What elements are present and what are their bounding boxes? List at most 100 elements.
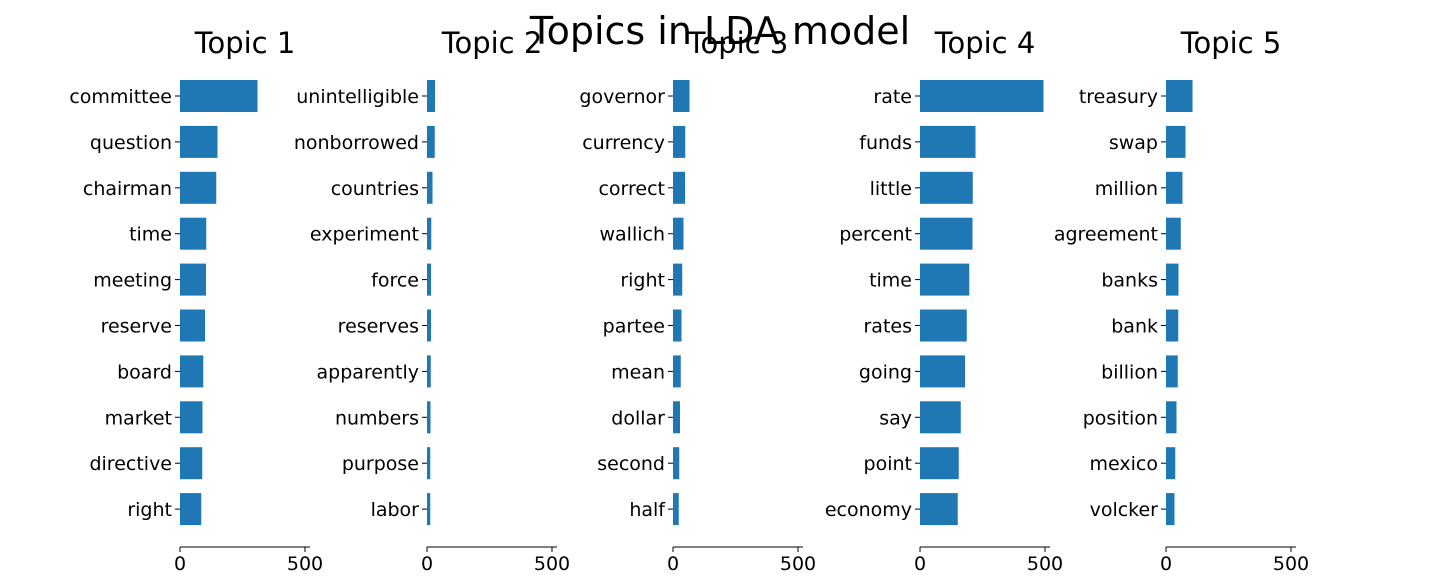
subplot-title: Topic 4 [934,26,1036,60]
y-tick-label: correct [598,178,665,200]
subplot-title: Topic 3 [687,26,789,60]
bar [427,125,435,158]
bar [180,447,203,480]
bar [920,80,1044,112]
y-tick-label: million [1095,178,1158,200]
bar [1166,125,1186,158]
x-tick-label: 500 [534,553,570,575]
bar [1166,401,1177,434]
bar [180,217,207,250]
topic-subplot-3: Topic 3 governor currency correct wallich rig… [579,26,816,575]
bar [427,309,431,342]
subplot-title: Topic 1 [194,26,296,60]
y-tick-label: reserve [101,316,172,338]
y-tick-label: chairman [83,178,172,200]
bar [920,493,958,526]
bar [427,447,431,480]
bar [920,125,976,158]
bar [1166,309,1179,342]
y-tick-label: time [869,270,912,292]
subplot-panels: Topic 1 committee question chairman time meet… [69,26,1309,575]
y-tick-label: point [864,453,912,475]
bar [180,171,217,204]
y-tick-label: purpose [342,453,419,475]
bar [673,493,679,526]
y-tick-label: apparently [316,361,419,383]
bar [1166,80,1193,112]
bar [180,80,258,112]
y-tick-label: nonborrowed [294,132,419,154]
y-tick-label: banks [1101,270,1158,292]
topic-subplot-2: Topic 2 unintelligible nonborrowed countrie… [294,26,570,575]
bar [920,263,970,296]
y-tick-label: right [127,499,172,521]
y-tick-label: directive [89,453,172,475]
bar [920,447,959,480]
x-tick-label: 500 [287,553,323,575]
bar [427,263,431,296]
bar [673,401,680,434]
y-tick-label: say [879,407,912,429]
subplot-title: Topic 5 [1180,26,1282,60]
bar [1166,355,1178,388]
y-tick-label: funds [859,132,912,154]
y-tick-label: question [90,132,172,154]
x-tick-label: 0 [914,553,926,575]
x-tick-label: 500 [780,553,816,575]
y-tick-label: wallich [599,224,665,246]
y-tick-label: position [1083,407,1158,429]
y-tick-label: market [105,407,172,429]
bar [920,217,973,250]
y-tick-label: currency [582,132,665,154]
x-tick-label: 500 [1273,553,1309,575]
topic-subplot-5: Topic 5 treasury swap million agreement banks… [1054,26,1309,575]
y-tick-label: force [371,270,419,292]
y-tick-label: going [859,361,912,383]
y-tick-label: time [129,224,172,246]
y-tick-label: swap [1109,132,1158,154]
bar [180,263,206,296]
bar [427,217,432,250]
y-tick-label: billion [1101,361,1158,383]
bar [673,171,685,204]
x-tick-label: 0 [1160,553,1172,575]
bar [180,401,203,434]
bar [673,80,690,112]
y-tick-label: reserves [338,316,419,338]
y-tick-label: economy [825,499,912,521]
y-tick-label: meeting [93,270,172,292]
y-tick-label: governor [579,86,665,108]
bar [920,171,973,204]
y-tick-label: treasury [1079,86,1158,108]
bar [920,309,967,342]
y-tick-label: percent [839,224,912,246]
bar [1166,493,1175,526]
y-tick-label: experiment [310,224,419,246]
bar [1166,447,1176,480]
figure-title: Topics in LDA model [529,9,910,53]
y-tick-label: countries [331,178,419,200]
x-tick-label: 0 [667,553,679,575]
bar [180,493,202,526]
y-tick-label: bank [1111,316,1158,338]
topic-subplot-1: Topic 1 committee question chairman time meet… [69,26,323,575]
bar [920,401,961,434]
y-tick-label: labor [371,499,420,521]
bar [180,309,205,342]
bar [180,125,218,158]
subplot-title: Topic 2 [441,26,543,60]
bar [920,355,965,388]
bar [180,355,204,388]
bar [427,171,433,204]
y-tick-label: board [117,361,172,383]
y-tick-label: unintelligible [296,86,419,108]
y-tick-label: mean [611,361,665,383]
bar [673,125,686,158]
y-tick-label: numbers [335,407,419,429]
y-tick-label: rates [864,316,913,338]
y-tick-label: mexico [1090,453,1158,475]
y-tick-label: committee [69,86,172,108]
bar [673,355,681,388]
topic-subplot-4: Topic 4 rate funds little percent time rates go… [825,26,1063,575]
